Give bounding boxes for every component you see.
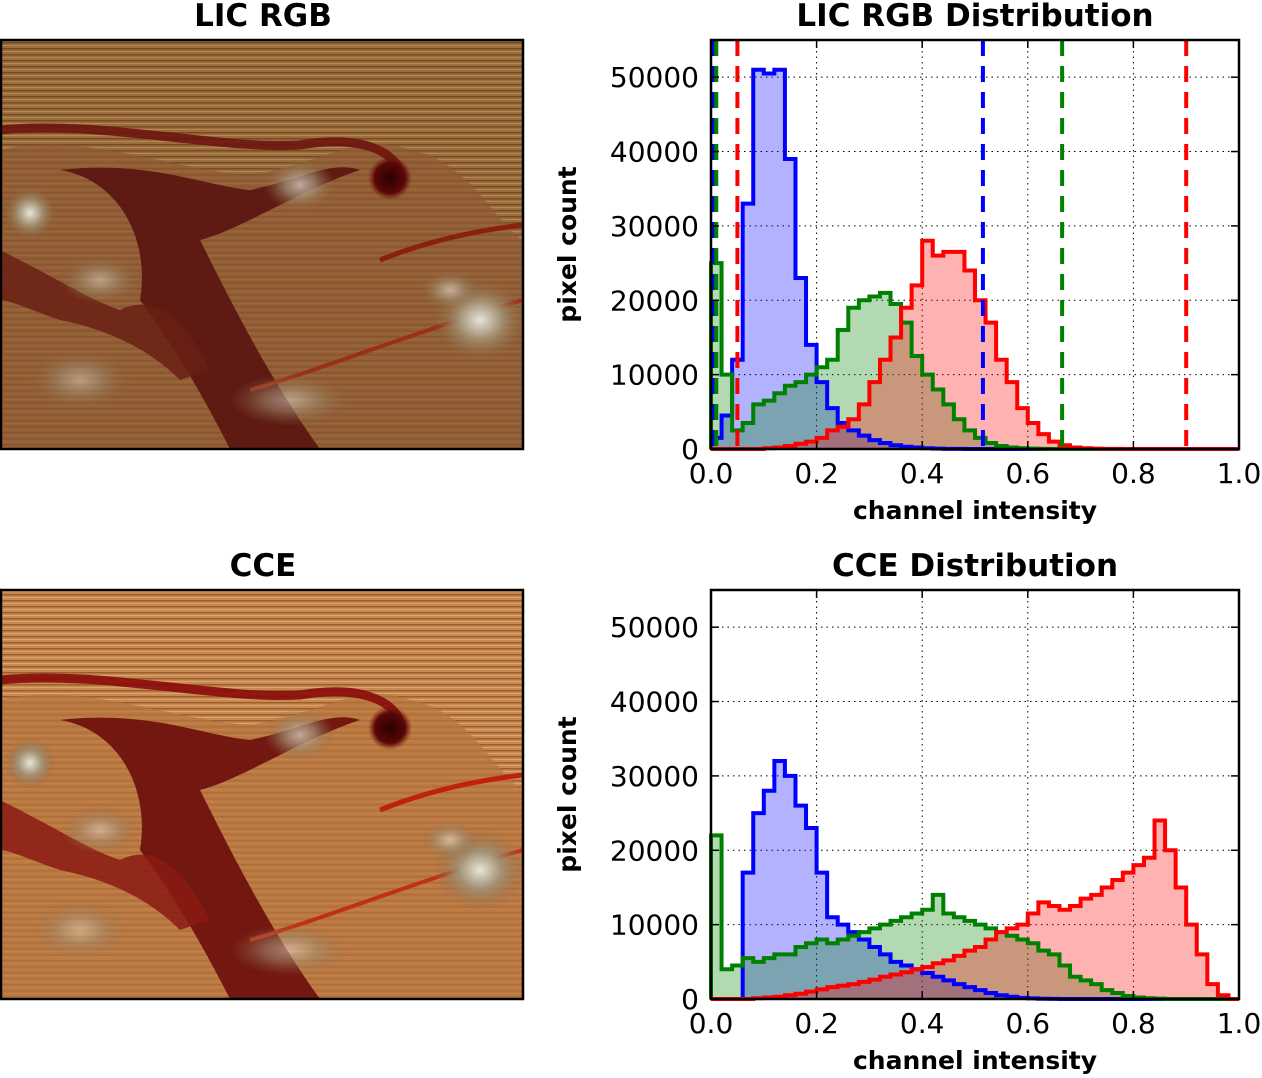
chart-title: LIC RGB Distribution: [796, 0, 1153, 34]
x-tick-label: 0.0: [689, 457, 734, 490]
x-tick-label: 0.0: [689, 1007, 734, 1040]
y-tick-label: 10000: [610, 359, 699, 392]
cce-title: CCE: [230, 548, 297, 584]
green-histogram-line: [709, 833, 1239, 1001]
lic-rgb-image: [0, 40, 523, 449]
y-tick-label: 0: [681, 433, 699, 466]
x-tick-label: 0.2: [794, 457, 839, 490]
y-tick-label: 20000: [610, 834, 699, 867]
x-tick-label: 0.6: [1006, 1007, 1051, 1040]
y-tick-label: 10000: [610, 909, 699, 942]
y-tick-label: 20000: [610, 284, 699, 317]
cce-distribution-chart: CCE Distribution 0.0 0.2 0.4 0.6 0.8 1.0 0 10000…: [553, 548, 1261, 1075]
y-tick-label: 50000: [610, 611, 699, 644]
x-tick-label: 1.0: [1217, 1007, 1262, 1040]
axes-frame: [709, 588, 1241, 1001]
chart-title: CCE Distribution: [832, 548, 1118, 584]
red-histogram-fill: [711, 820, 1239, 999]
y-tick-label: 0: [681, 983, 699, 1016]
green-histogram-fill: [711, 263, 1239, 449]
y-axis-label: pixel count: [553, 166, 582, 322]
x-tick-label: 0.2: [794, 1007, 839, 1040]
x-tick-label: 1.0: [1217, 457, 1262, 490]
y-tick-label: 30000: [610, 760, 699, 793]
x-tick-label: 0.6: [1006, 457, 1051, 490]
blue-histogram-fill: [711, 69, 1239, 449]
axes-frame: [709, 38, 1241, 451]
y-tick-label: 40000: [610, 136, 699, 169]
y-axis-label: pixel count: [553, 716, 582, 872]
y-tick-label: 50000: [610, 61, 699, 94]
x-axis-label: channel intensity: [853, 1046, 1097, 1075]
red-histogram-fill: [711, 240, 1239, 449]
y-tick-label: 30000: [610, 210, 699, 243]
lic-rgb-title: LIC RGB: [194, 0, 332, 34]
x-tick-label: 0.8: [1111, 1007, 1156, 1040]
x-axis-label: channel intensity: [853, 496, 1097, 525]
x-tick-label: 0.8: [1111, 457, 1156, 490]
x-tick-label: 0.4: [900, 457, 945, 490]
cce-image: [0, 590, 523, 999]
green-histogram-fill: [711, 835, 1239, 999]
x-tick-label: 0.4: [900, 1007, 945, 1040]
lic-rgb-distribution-chart: LIC RGB Distribution 0.0 0.2 0.4 0.6 0.8 1.0 0 1…: [553, 0, 1261, 525]
y-tick-label: 40000: [610, 686, 699, 719]
